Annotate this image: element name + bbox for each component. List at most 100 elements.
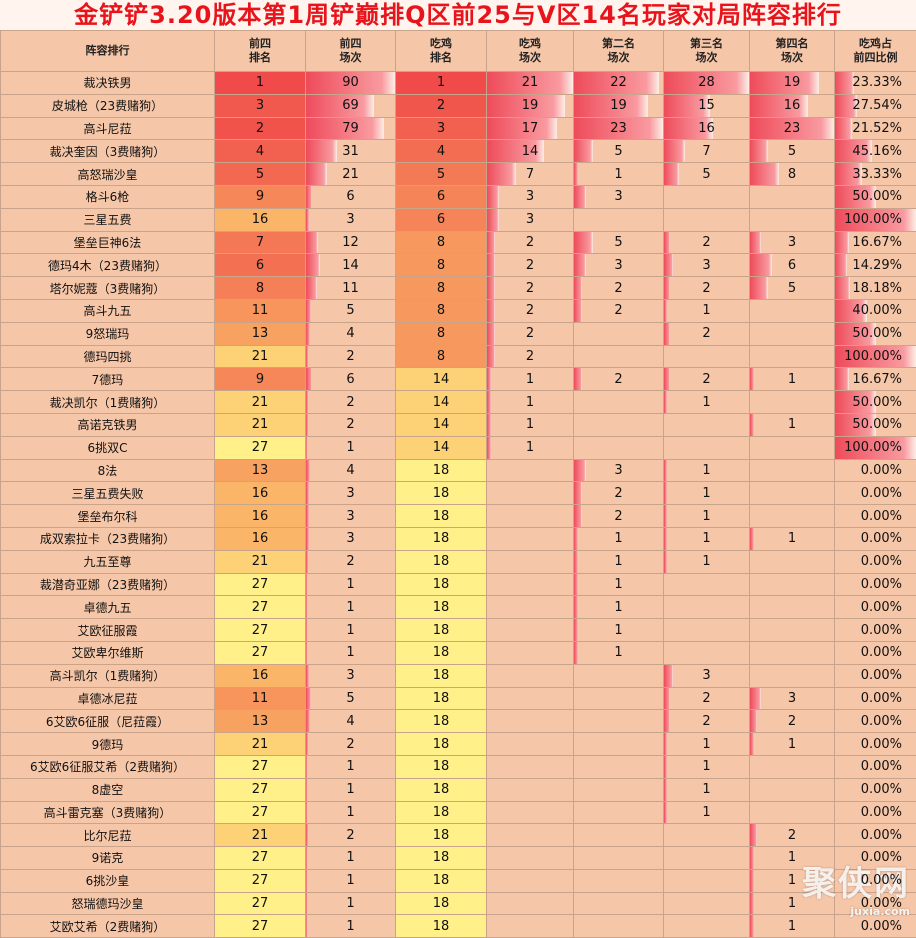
win-ratio: 0.00% [835,505,916,528]
top4-count-value: 2 [346,554,354,569]
top4-rank: 21 [215,413,306,436]
lineup-name-value: 高诺克铁男 [77,418,137,432]
win-rank: 14 [396,368,487,391]
top4-rank: 27 [215,573,306,596]
top4-count-value: 21 [342,167,359,182]
top4-rank: 6 [215,254,306,277]
lineup-name: 7德玛 [1,368,215,391]
value-bar [750,368,754,390]
top4-rank-value: 16 [252,509,269,524]
second-count-value: 5 [614,144,622,159]
top4-rank-value: 16 [252,668,269,683]
win-rank: 18 [396,664,487,687]
value-bar [306,779,307,801]
win-rank-value: 18 [433,759,450,774]
win-rank: 18 [396,847,487,870]
top4-count: 21 [306,163,396,186]
value-bar [574,505,582,527]
top4-count-value: 4 [346,326,354,341]
value-bar [487,300,495,322]
top4-count: 4 [306,322,396,345]
top4-rank-value: 27 [252,805,269,820]
value-bar [306,414,308,436]
fourth-count: 1 [750,847,835,870]
top4-rank: 21 [215,550,306,573]
second-count-value: 3 [614,189,622,204]
win-rank: 8 [396,231,487,254]
fourth-count-value: 19 [784,75,801,90]
win-ratio-value: 100.00% [844,440,902,455]
value-bar [306,824,308,846]
top4-count: 3 [306,482,396,505]
third-count-value: 2 [702,326,710,341]
top4-count: 1 [306,847,396,870]
value-bar [664,665,673,687]
win-count [487,619,574,642]
value-bar [835,232,849,254]
top4-rank-value: 1 [256,75,264,90]
lineup-name: 艾欧卑尔维斯 [1,641,215,664]
third-count: 1 [664,391,750,414]
win-rank-value: 8 [437,326,445,341]
win-ratio: 0.00% [835,550,916,573]
top4-count-value: 2 [346,417,354,432]
third-count-value: 1 [702,554,710,569]
top4-rank: 13 [215,710,306,733]
top4-count-value: 4 [346,463,354,478]
lineup-name: 德玛四挑 [1,345,215,368]
win-rank: 18 [396,619,487,642]
header-second-count: 第二名场次 [574,31,664,72]
win-rank: 8 [396,299,487,322]
header-win-count: 吃鸡场次 [487,31,574,72]
win-ratio-value: 0.00% [861,759,902,774]
lineup-name-value: 比尔尼菈 [83,829,131,843]
lineup-name-value: 6挑沙皇 [86,874,130,888]
top4-rank: 13 [215,459,306,482]
top4-count-value: 1 [346,623,354,638]
win-count [487,482,574,505]
third-count-value: 1 [702,463,710,478]
second-count-value: 22 [610,75,627,90]
fourth-count: 1 [750,527,835,550]
header-fourth-count: 第四名场次 [750,31,835,72]
value-bar [306,95,374,117]
win-rank-value: 8 [437,235,445,250]
top4-count-value: 1 [346,805,354,820]
win-count [487,505,574,528]
fourth-count [750,345,835,368]
value-bar [306,254,320,276]
top4-count: 3 [306,664,396,687]
lineup-name: 卓德冰尼菈 [1,687,215,710]
fourth-count: 2 [750,824,835,847]
lineup-name-value: 8虚空 [92,783,124,797]
second-count-value: 19 [610,98,627,113]
top4-count: 3 [306,527,396,550]
third-count: 1 [664,801,750,824]
win-rank: 6 [396,208,487,231]
win-rank: 18 [396,641,487,664]
fourth-count [750,208,835,231]
top4-rank-value: 5 [256,167,264,182]
win-rank-value: 3 [437,121,445,136]
fourth-count: 1 [750,869,835,892]
value-bar [306,802,307,824]
top4-count-value: 14 [342,258,359,273]
third-count-value: 1 [702,303,710,318]
top4-count-value: 90 [342,75,359,90]
top4-count: 2 [306,345,396,368]
top4-count-value: 2 [346,395,354,410]
fourth-count [750,778,835,801]
top4-count-value: 11 [342,281,359,296]
value-bar [574,596,578,618]
lineup-name: 9德玛 [1,733,215,756]
second-count-value: 2 [614,372,622,387]
top4-count: 2 [306,824,396,847]
value-bar [574,186,586,208]
top4-count-value: 3 [346,212,354,227]
win-ratio-value: 0.00% [861,531,902,546]
top4-count: 3 [306,208,396,231]
